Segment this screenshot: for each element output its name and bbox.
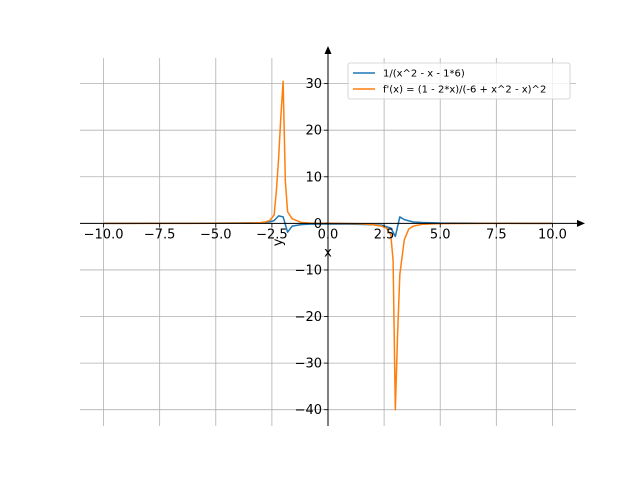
y-tick-label-2: −20 xyxy=(295,310,322,325)
y-tick-label-3: −10 xyxy=(295,263,322,278)
x-axis-label: x xyxy=(324,245,332,260)
legend: 1/(x^2 - x - 1*6) f'(x) = (1 - 2*x)/(-6 … xyxy=(347,62,571,100)
y-tick-label-7: 30 xyxy=(305,77,322,92)
x-tick-label-4: 0.0 xyxy=(318,227,339,242)
x-tick-label-2: −5.0 xyxy=(200,227,232,242)
y-axis-label: y xyxy=(271,238,286,246)
x-tick-label-7: 7.5 xyxy=(486,227,507,242)
x-tick-label-5: 2.5 xyxy=(374,227,395,242)
y-tick-label-0: −40 xyxy=(295,403,322,418)
y-tick-label-1: −30 xyxy=(295,357,322,372)
legend-label-series-1: 1/(x^2 - x - 1*6) xyxy=(383,69,465,80)
x-tick-label-8: 10.0 xyxy=(538,227,567,242)
x-tick-label-0: −10.0 xyxy=(84,227,124,242)
y-tick-label-4: 0 xyxy=(314,217,322,232)
ticks: −10.0 −7.5 −5.0 −2.5 0.0 2.5 5.0 7.5 10.0 −40 −30 −… xyxy=(84,77,567,418)
x-tick-label-3: −2.5 xyxy=(256,227,288,242)
legend-label-series-2: f'(x) = (1 - 2*x)/(-6 + x^2 - x)^2 xyxy=(383,85,546,96)
y-tick-label-5: 10 xyxy=(305,170,322,185)
y-axis-arrow xyxy=(324,46,332,54)
x-tick-label-6: 5.0 xyxy=(430,227,451,242)
x-axis-arrow xyxy=(577,219,585,227)
axes xyxy=(80,46,585,426)
legend-box xyxy=(347,62,571,100)
y-tick-label-6: 20 xyxy=(305,124,322,139)
x-tick-label-1: −7.5 xyxy=(144,227,176,242)
